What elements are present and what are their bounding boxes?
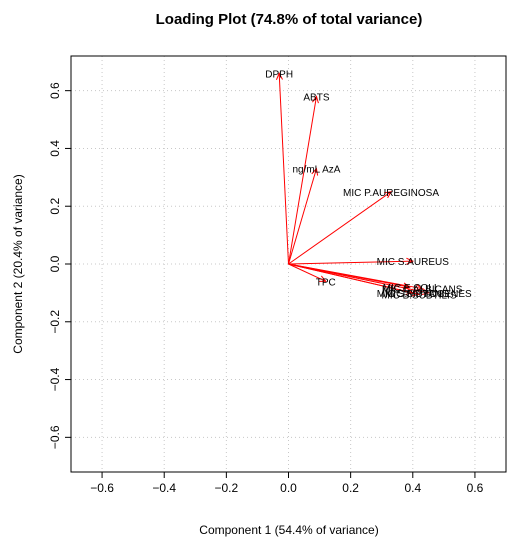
x-tick-label: 0.2 (342, 481, 359, 495)
vector-label: MIC E.COLI (383, 283, 437, 294)
vector-label: DPPH (265, 69, 293, 80)
vector-label: MIC C.ALBICANS (382, 285, 463, 296)
x-tick-label: 0.4 (404, 481, 421, 495)
arrow-shaft (288, 96, 317, 265)
vector-label: ng/mL AzA (292, 165, 340, 176)
arrowhead (275, 72, 283, 80)
loading-vectors (275, 72, 430, 297)
vector-label: MIC P.AUREGINOSA (343, 188, 439, 199)
tick-labels: −0.6 −0.4 −0.2 0.0 0.2 0.4 0.6 −0.6 −0.4 −0.2 0.0 0… (48, 82, 484, 495)
arrow-shaft (288, 191, 392, 265)
loading-arrow (288, 263, 327, 282)
arrow-shaft (288, 263, 420, 295)
arrow-shaft (288, 260, 413, 265)
vector-label: MIC B.SUBTILIS (381, 290, 456, 301)
vector-label: MIC S.AUREUS (377, 257, 450, 268)
loading-arrow (288, 263, 421, 297)
y-tick-label: 0.2 (48, 198, 62, 215)
vector-label: ABTS (303, 92, 329, 103)
arrowhead (312, 95, 319, 104)
loading-arrow (275, 72, 289, 265)
y-tick-label: 0.6 (48, 82, 62, 99)
y-tick-label: 0.0 (48, 255, 62, 272)
y-tick-label: −0.2 (48, 310, 62, 334)
chart-title: Loading Plot (74.8% of total variance) (156, 11, 423, 28)
vector-label: TPC (316, 277, 336, 288)
plot-frame (70, 55, 507, 473)
x-tick-label: −0.2 (215, 481, 239, 495)
x-tick-label: −0.4 (152, 481, 176, 495)
loading-arrow (288, 263, 430, 296)
loading-arrow (288, 95, 319, 265)
arrow-shaft (278, 73, 289, 265)
x-axis-label: Component 1 (54.4% of variance) (199, 523, 378, 537)
arrow-shaft (288, 263, 326, 282)
vector-label: MIC S.PYOGENES (385, 289, 472, 300)
arrowhead (415, 284, 424, 291)
arrowhead (384, 191, 392, 199)
arrow-shaft (288, 168, 317, 265)
y-axis-label: Component 2 (20.4% of variance) (11, 174, 25, 353)
loading-arrow (288, 191, 392, 265)
arrowhead (421, 288, 430, 296)
arrowhead (311, 167, 319, 176)
loading-arrow (288, 257, 414, 265)
y-tick-label: −0.4 (48, 367, 62, 391)
loading-arrow (288, 167, 319, 265)
arrowhead (406, 257, 414, 265)
x-tick-label: −0.6 (90, 481, 114, 495)
arrow-shaft (288, 263, 429, 294)
arrowhead (412, 289, 421, 297)
axis-ticks (65, 90, 476, 478)
arrowhead (318, 275, 327, 282)
x-tick-label: 0.6 (467, 481, 484, 495)
x-tick-label: 0.0 (280, 481, 297, 495)
vector-label: MIC S.MUTANS (377, 289, 449, 300)
y-tick-label: −0.6 (48, 425, 62, 449)
y-tick-label: 0.4 (48, 140, 62, 157)
vector-labels: DPPH ABTS ng/mL AzA MIC P.AUREGINOSA MIC S.A… (265, 69, 472, 301)
